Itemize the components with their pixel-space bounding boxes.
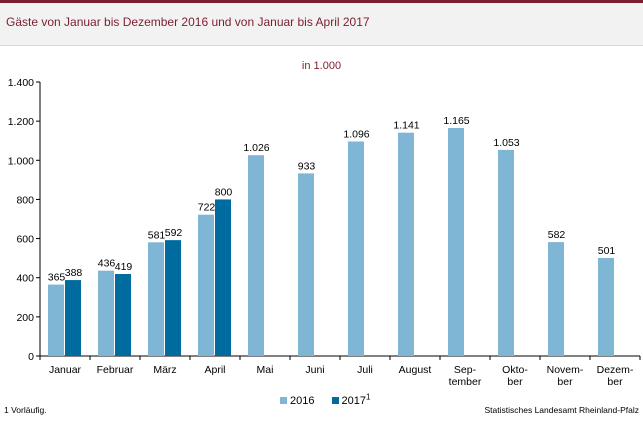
x-tick-label: Januar	[49, 364, 82, 376]
y-tick-label: 200	[16, 312, 34, 324]
data-label-2016: 933	[298, 160, 316, 172]
x-tick-label: ber	[557, 376, 573, 388]
y-tick-label: 800	[16, 194, 34, 206]
x-tick-label: ber	[607, 376, 623, 388]
legend: 2016 20171	[280, 392, 384, 407]
legend-footnote-marker: 1	[366, 392, 371, 401]
x-tick-label: Juni	[305, 364, 324, 376]
bar-2016	[448, 127, 464, 356]
data-label-2016: 1.141	[393, 120, 419, 132]
data-label-2016: 582	[548, 229, 566, 241]
top-rule	[0, 0, 643, 3]
x-tick-label: Juli	[357, 364, 373, 376]
bar-2017	[65, 280, 81, 356]
footnote: 1 Vorläufig.	[4, 405, 47, 415]
x-tick-label: Sep-	[454, 364, 477, 376]
bar-2016	[98, 270, 114, 356]
x-tick-label: Februar	[97, 364, 134, 376]
bar-2017	[115, 273, 131, 356]
bar-2016	[148, 242, 164, 356]
bar-2016	[48, 284, 64, 356]
x-tick-label: Okto-	[502, 364, 528, 376]
data-label-2016: 581	[148, 229, 166, 241]
bar-2016	[548, 242, 564, 356]
legend-swatch-2017	[331, 396, 339, 404]
data-label-2016: 436	[98, 258, 116, 270]
y-tick-label: 1.200	[8, 116, 34, 128]
data-label-2016: 1.026	[243, 142, 269, 154]
data-label-2016: 1.096	[343, 128, 369, 140]
data-label-2016: 722	[198, 202, 216, 214]
x-tick-label: August	[399, 364, 432, 376]
bar-2016	[198, 214, 214, 356]
chart-header: Gäste von Januar bis Dezember 2016 und v…	[0, 3, 643, 46]
data-label-2017: 800	[215, 186, 233, 198]
x-tick-label: Novem-	[547, 364, 584, 376]
bar-2016	[248, 155, 264, 356]
bar-2016	[598, 257, 614, 356]
bar-2016	[498, 149, 514, 356]
source-note: Statistisches Landesamt Rheinland-Pfalz	[484, 405, 640, 415]
bar-2017	[165, 240, 181, 356]
legend-swatch-2016	[280, 396, 287, 404]
x-tick-label: tember	[449, 376, 482, 388]
data-label-2017: 592	[165, 227, 183, 239]
data-label-2017: 419	[115, 261, 133, 273]
bar-2017	[215, 199, 231, 356]
data-label-2016: 365	[48, 272, 66, 284]
bar-2016	[398, 132, 414, 356]
legend-label-2017: 2017	[341, 394, 367, 407]
bar-2016	[298, 173, 314, 356]
y-tick-label: 1.400	[8, 77, 34, 89]
x-tick-label: Dezem-	[597, 364, 634, 376]
y-tick-label: 400	[16, 273, 34, 285]
y-tick-label: 600	[16, 234, 34, 246]
bar-2016	[348, 141, 364, 356]
y-tick-label: 1.000	[8, 155, 34, 167]
y-tick-label: 0	[28, 351, 34, 363]
legend-label-2016: 2016	[290, 394, 315, 407]
x-tick-label: März	[153, 364, 176, 376]
data-label-2016: 501	[598, 245, 616, 257]
unit-label: in 1.000	[301, 60, 342, 72]
chart-title: Gäste von Januar bis Dezember 2016 und v…	[6, 15, 370, 29]
legend-item-2017: 20171	[331, 392, 371, 407]
x-tick-label: April	[204, 364, 225, 376]
x-tick-label: ber	[507, 376, 523, 388]
legend-item-2016: 2016	[280, 395, 318, 407]
x-tick-label: Mai	[257, 364, 274, 376]
data-label-2016: 1.053	[493, 137, 519, 149]
data-label-2016: 1.165	[443, 115, 469, 127]
data-label-2017: 388	[65, 267, 83, 279]
